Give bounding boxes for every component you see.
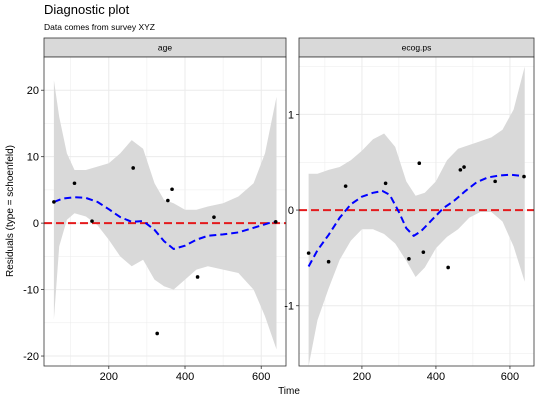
y-tick-label: -10 (23, 285, 39, 297)
data-point (326, 259, 331, 264)
data-point (446, 265, 450, 270)
confidence-band (308, 66, 525, 366)
y-tick-label: 0 (33, 218, 39, 230)
x-tick-label: 200 (100, 371, 118, 383)
confidence-band (53, 80, 277, 350)
data-point (458, 168, 463, 172)
data-point (417, 161, 422, 165)
data-point (195, 275, 200, 279)
data-point (462, 165, 466, 169)
data-point (170, 187, 174, 192)
x-tick-label: 400 (176, 371, 194, 383)
y-tick-label: 0 (288, 205, 294, 217)
plot-subtitle: Data comes from survey XYZ (44, 22, 155, 32)
y-tick-label: 10 (27, 152, 39, 164)
panel-border (298, 56, 535, 367)
data-point (343, 184, 348, 188)
smooth-line (307, 173, 525, 267)
x-tick-label: 400 (427, 371, 445, 383)
x-tick-label: 200 (353, 371, 371, 383)
data-point (52, 200, 56, 204)
data-point (383, 181, 388, 186)
data-point (273, 220, 278, 224)
data-point (212, 215, 216, 219)
x-tick-label: 600 (501, 371, 519, 383)
y-tick-label: 20 (27, 85, 39, 97)
facet-panel-ecog-ps: ecog.ps 200 400 600 -1 0 1 (284, 37, 535, 383)
x-tick-label: 600 (252, 371, 270, 383)
data-point (421, 250, 426, 254)
facet-panel-age: age 200 400 600 -20 -10 0 10 20 (23, 37, 287, 383)
y-tick-label: -20 (23, 351, 39, 363)
data-point (522, 174, 526, 179)
data-point (155, 331, 159, 336)
strip-label: age (158, 43, 172, 53)
strip-label: ecog.ps (402, 43, 432, 53)
y-tick-label: -1 (284, 301, 294, 313)
y-tick-label: 1 (288, 109, 294, 121)
data-point (72, 181, 77, 186)
plot-title: Diagnostic plot (44, 2, 130, 17)
data-point (407, 257, 411, 261)
panel-border (43, 56, 287, 367)
data-point (306, 251, 311, 255)
data-point (131, 166, 135, 170)
y-axis-title: Residuals (type = schoenfeld) (5, 145, 16, 277)
data-point (493, 179, 497, 184)
data-point (90, 219, 94, 223)
smooth-line (53, 196, 277, 250)
x-axis-title: Time (278, 386, 300, 397)
data-point (166, 198, 170, 203)
